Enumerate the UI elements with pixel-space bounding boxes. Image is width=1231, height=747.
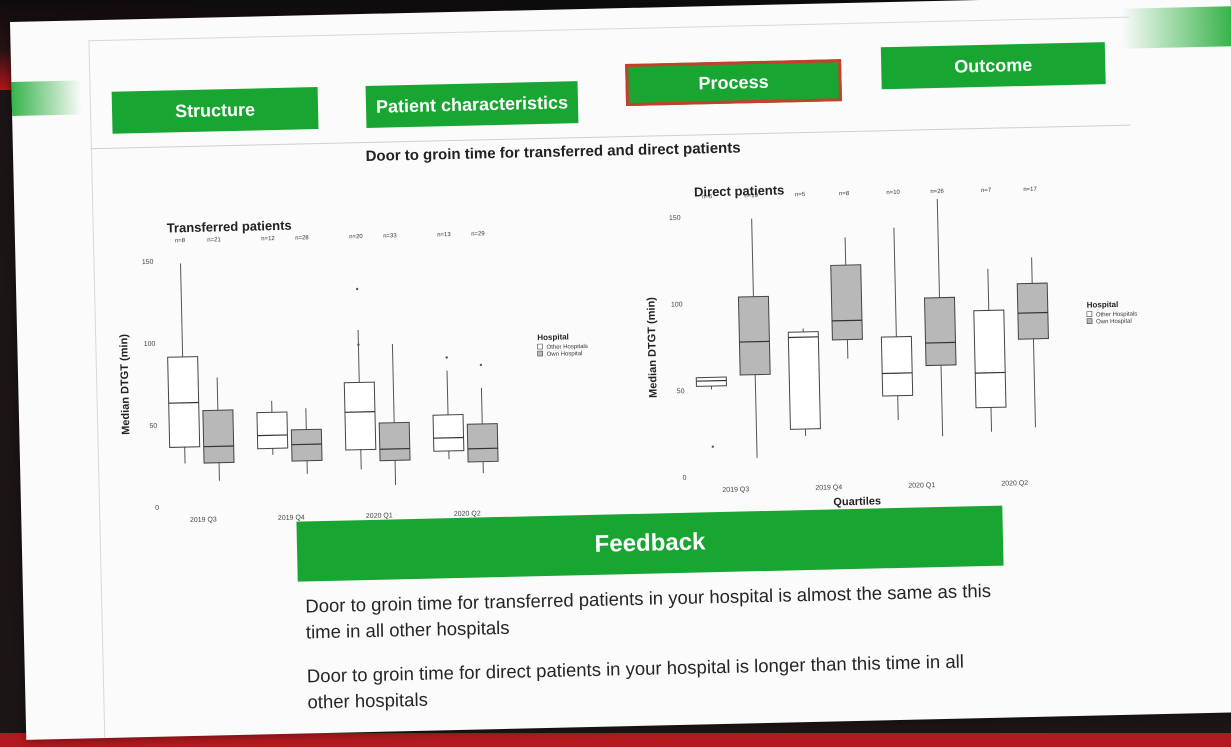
x-axis-label: Quartiles [833, 495, 881, 508]
y-tick-label: 150 [142, 259, 154, 266]
y-tick-label: 50 [677, 388, 685, 395]
direct-patients-chart: Direct patients Median DTGT (min) 0 50 100 15… [645, 182, 1137, 508]
box-median [203, 445, 234, 448]
box-median [257, 434, 288, 437]
legend-title: Hospital [1087, 300, 1119, 310]
count-label: n=8 [839, 191, 850, 197]
chart-title: Transferred patients [167, 218, 292, 236]
x-tick-label: 2019 Q4 [815, 484, 842, 492]
x-tick-label: 2019 Q3 [190, 516, 217, 524]
box-median [291, 443, 322, 446]
box-other-hospitals [695, 376, 727, 387]
y-tick-label: 100 [671, 301, 683, 308]
count-label: n=13 [437, 232, 451, 238]
count-label: n=33 [383, 233, 397, 239]
transferred-patients-chart: Transferred patients Median DTGT (min) 0 50… [118, 218, 588, 539]
box-whisker [391, 343, 397, 485]
box-median [467, 447, 498, 450]
box-median [168, 401, 199, 404]
box-own-hospital [378, 421, 411, 462]
tab-patient-characteristics[interactable]: Patient characteristics [365, 81, 579, 128]
legend-swatch [1086, 311, 1093, 317]
count-label: n=10 [886, 190, 900, 196]
projector-bottom-border [0, 733, 1231, 747]
box-other-hospitals [343, 381, 377, 451]
y-tick-label: 150 [669, 215, 681, 222]
legend-swatch [537, 343, 543, 350]
count-label: n=19 [744, 193, 758, 199]
box-own-hospital [830, 264, 863, 341]
y-axis-label: Median DTGT (min) [118, 334, 132, 435]
box-median [344, 411, 375, 413]
box-outlier [355, 287, 359, 291]
box-median [739, 340, 770, 343]
count-label: n=21 [207, 237, 221, 243]
tab-outcome[interactable]: Outcome [880, 42, 1106, 90]
box-other-hospitals [167, 356, 201, 448]
box-other-hospitals [973, 309, 1007, 409]
x-tick-label: 2019 Q3 [722, 486, 749, 494]
box-own-hospital [466, 423, 499, 463]
box-median [696, 379, 727, 382]
box-median [831, 319, 862, 322]
box-outlier [445, 356, 448, 359]
box-other-hospitals [880, 335, 914, 397]
box-own-hospital [1016, 282, 1049, 340]
y-tick-label: 50 [149, 423, 157, 430]
box-median [1017, 311, 1048, 314]
y-tick-label: 0 [155, 505, 159, 512]
box-other-hospitals [256, 411, 289, 450]
box-other-hospitals [787, 331, 821, 430]
y-axis-label: Median DTGT (min) [645, 297, 659, 398]
x-tick-label: 2020 Q2 [454, 510, 481, 518]
count-label: n=5 [795, 192, 806, 198]
box-median [433, 436, 464, 439]
tab-structure[interactable]: Structure [111, 87, 319, 134]
legend-title: Hospital [537, 332, 569, 342]
x-tick-label: 2020 Q2 [1001, 480, 1028, 488]
box-other-hospitals [432, 414, 465, 452]
x-tick-label: 2019 Q4 [278, 514, 305, 522]
box-median [882, 372, 913, 375]
y-tick-label: 100 [144, 341, 156, 348]
x-tick-label: 2020 Q1 [908, 482, 935, 490]
box-outlier [479, 363, 483, 367]
box-own-hospital [290, 428, 323, 462]
box-outlier [711, 445, 715, 448]
slide-accent-left [11, 80, 83, 116]
box-median [975, 371, 1006, 374]
box-own-hospital [737, 295, 771, 376]
count-label: n=29 [471, 231, 485, 237]
count-label: n=26 [930, 189, 944, 195]
legend-entry: Own Hospital [547, 351, 583, 358]
x-tick-label: 2020 Q1 [366, 512, 393, 520]
slide: Structure Patient characteristics Proces… [10, 0, 1231, 740]
chart-title: Direct patients [694, 182, 785, 199]
tab-process[interactable]: Process [625, 59, 843, 107]
box-median [379, 447, 410, 450]
box-own-hospital [202, 409, 235, 464]
box-median [788, 336, 819, 339]
legend-swatch [1086, 318, 1093, 324]
count-label: n=28 [295, 235, 309, 241]
box-own-hospital [923, 296, 957, 367]
box-median [925, 341, 956, 344]
legend-entry: Other Hospitals [546, 344, 587, 351]
box-outlier [357, 343, 360, 346]
legend-swatch [537, 350, 544, 357]
y-tick-label: 0 [683, 475, 687, 482]
count-label: n=7 [981, 188, 992, 194]
legend-entry: Own Hospital [1096, 319, 1132, 326]
count-label: n=6 [702, 194, 713, 200]
count-label: n=17 [1023, 187, 1037, 193]
count-label: n=12 [261, 236, 275, 242]
count-label: n=8 [175, 238, 186, 244]
slide-accent-right [1120, 6, 1231, 49]
count-label: n=20 [349, 234, 363, 240]
legend-entry: Other Hospitals [1096, 312, 1137, 319]
